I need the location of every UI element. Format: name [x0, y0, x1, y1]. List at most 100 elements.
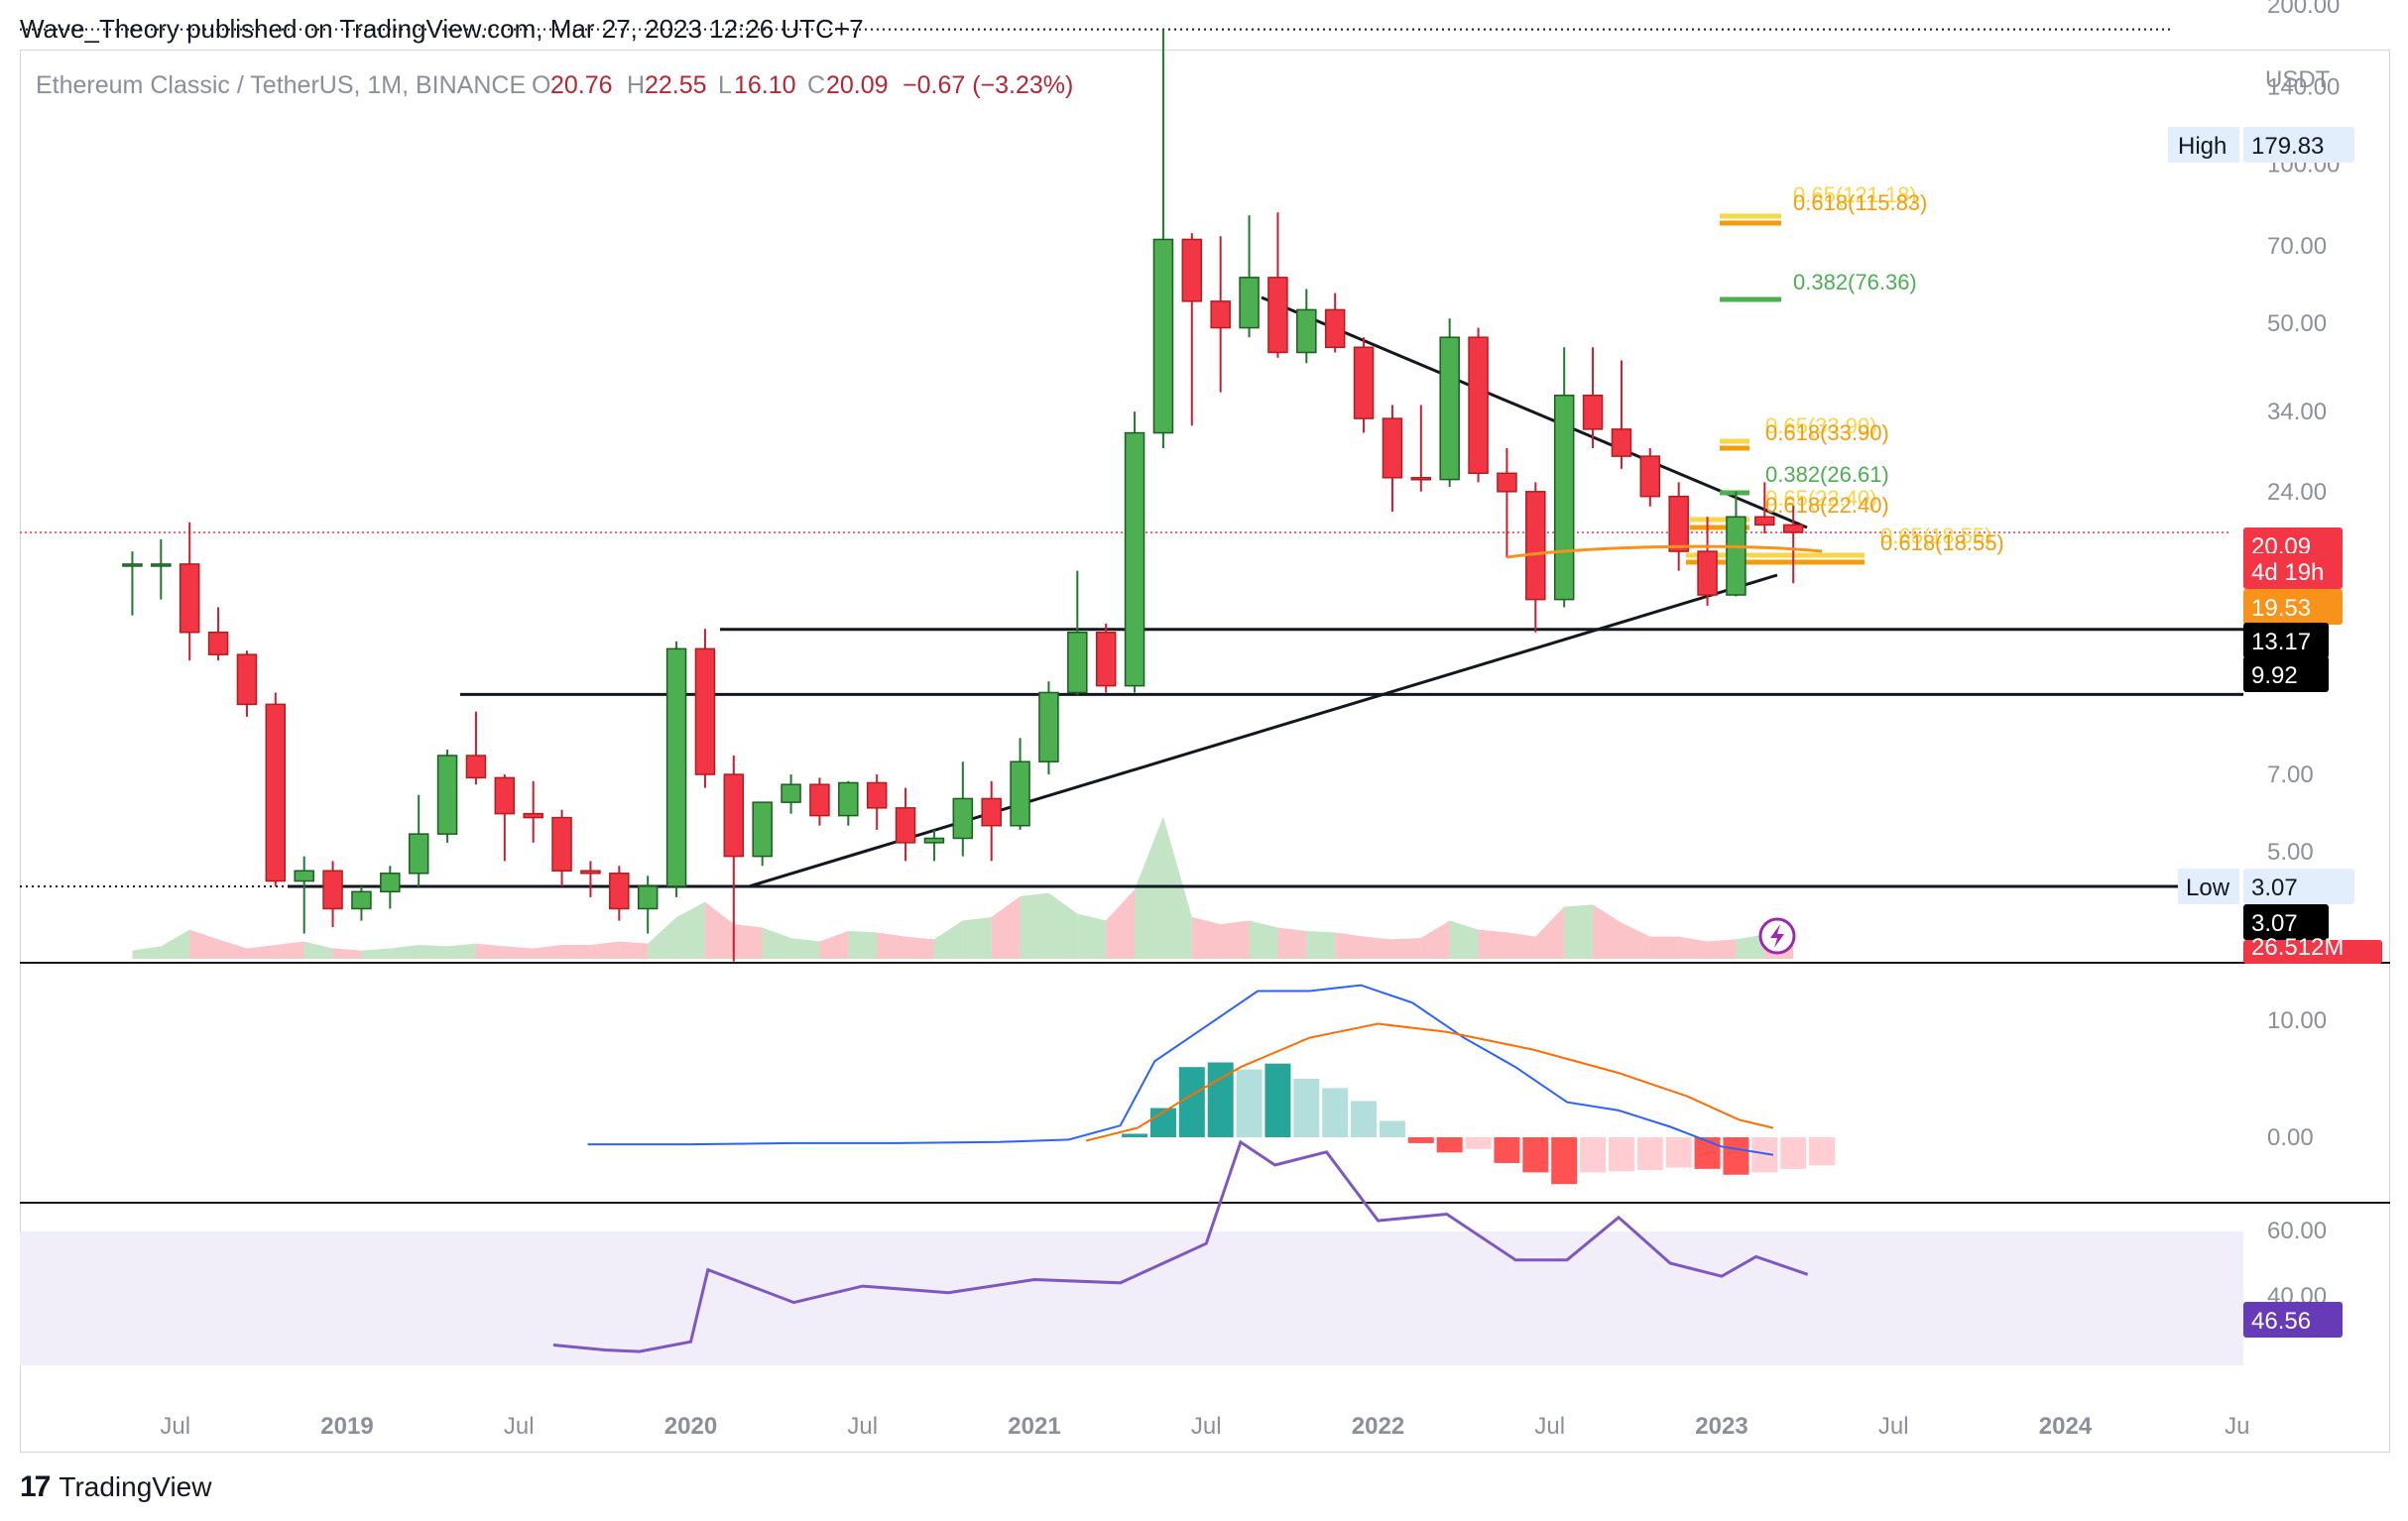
level-992-tag: 9.92 [2251, 662, 2298, 689]
fib-label: 0.382(76.36) [1793, 270, 1917, 294]
fib-label: 0.65(121.18) [1793, 182, 1917, 207]
low-label: L [718, 71, 732, 99]
time-tick-label: Jul [160, 1413, 190, 1440]
volume-area-segment [590, 941, 620, 959]
candles-layer[interactable] [122, 29, 1804, 962]
fib-label: 0.618(22.40) [1765, 493, 1889, 518]
candle-body [465, 755, 487, 779]
macd-histogram-bar [1407, 1137, 1434, 1143]
candle-body [752, 801, 773, 858]
time-tick-label: Jul [847, 1413, 878, 1440]
candle-body [1353, 346, 1375, 419]
volume-area-segment [161, 929, 190, 959]
candle-body [866, 781, 888, 809]
fib-label: 0.65(22.40) [1765, 486, 1877, 511]
descending-trendline [1261, 295, 1808, 529]
candle-body [1152, 238, 1174, 434]
candle-body [1095, 631, 1117, 687]
rsi-value-tag-bg [2243, 1302, 2343, 1338]
volume-area-segment [533, 945, 562, 959]
macd-histogram-bar [1436, 1137, 1463, 1153]
candle-body [1782, 524, 1804, 533]
volume-tag-bg [2243, 940, 2382, 964]
high-value: 22.55 [645, 71, 707, 99]
price-tick-label: 5.00 [2267, 839, 2314, 866]
low-value: 16.10 [734, 71, 796, 99]
change-value: −0.67 (−3.23%) [903, 71, 1073, 99]
macd-line [587, 984, 1774, 1156]
volume-area-segment [1335, 932, 1365, 959]
macd-histogram-bar [1636, 1137, 1663, 1171]
chart-frame[interactable] [20, 50, 2390, 1453]
volume-area-segment [132, 946, 162, 959]
volume-area-segment [1277, 927, 1307, 959]
volume-area-segment [447, 943, 476, 959]
volume-area-segment [648, 917, 677, 959]
time-tick-label: Jul [1878, 1413, 1909, 1440]
candle-body [609, 873, 630, 910]
rsi-line [552, 1139, 1809, 1353]
candle-body [551, 816, 572, 873]
ema-price-tag: 19.53 [2251, 595, 2311, 622]
open-label: O [532, 71, 550, 99]
lightning-icon[interactable] [1758, 917, 1796, 955]
brand-name: TradingView [59, 1471, 212, 1502]
candle-body [294, 870, 314, 882]
volume-area-segment [1707, 939, 1737, 959]
candle-body [1697, 550, 1718, 596]
candle-body [838, 781, 859, 817]
countdown-tag-bg [2243, 553, 2343, 589]
time-tick-label: Ju [2225, 1413, 2249, 1440]
fib-label: 0.618(18.55) [1880, 530, 2004, 555]
candle-body [1181, 238, 1203, 302]
price-tick-label: 200.00 [2267, 0, 2340, 19]
footer-brand[interactable]: 17 TradingView [20, 1467, 211, 1507]
candle-body [1210, 300, 1231, 329]
price-tick-label: 50.00 [2267, 310, 2327, 337]
low-label-bg [2178, 869, 2239, 904]
low-value-tag-bg [2243, 869, 2354, 904]
symbol-title[interactable]: Ethereum Classic / TetherUS, 1M, BINANCE [36, 71, 526, 99]
candle-body [1324, 308, 1346, 349]
fib-label: 0.618(115.83) [1793, 190, 1927, 215]
volume-area-segment [877, 932, 906, 959]
candle-body [694, 647, 716, 775]
macd-histogram-bar [1379, 1120, 1405, 1137]
price-tick-label: 70.00 [2267, 233, 2327, 260]
candle-body [895, 807, 916, 844]
time-tick-label: 2023 [1695, 1413, 1747, 1440]
volume-area-segment [1736, 934, 1765, 959]
countdown-tag: 4d 19h [2251, 559, 2324, 586]
candle-body [981, 797, 1002, 827]
ema-price-tag-bg [2243, 589, 2343, 625]
macd-histogram-bar [1494, 1137, 1520, 1163]
volume-area-segment [1621, 922, 1650, 959]
rsi-value-tag: 46.56 [2251, 1308, 2311, 1335]
time-tick-label: 2019 [320, 1413, 373, 1440]
time-axis: Jul 2019 Jul 2020 Jul 2021 Jul 2022 Jul 2023 Jul 20… [160, 1413, 2249, 1440]
volume-area-segment [303, 941, 333, 959]
high-label: H [627, 71, 645, 99]
ascending-trendline [748, 573, 1778, 888]
tradingview-logo-icon: 17 [20, 1470, 51, 1503]
candle-body [1468, 336, 1489, 475]
price-tick-label: 7.00 [2267, 761, 2314, 788]
macd-histogram-bar [1264, 1063, 1291, 1137]
candle-body [1124, 431, 1145, 687]
fib-label: 0.382(26.61) [1765, 462, 1889, 487]
volume-area-segment [1420, 920, 1450, 959]
price-tick-label: 24.00 [2267, 479, 2327, 506]
high-value-tag: 179.83 [2251, 133, 2324, 160]
macd-tick-label: 10.00 [2267, 1007, 2327, 1034]
macd-histogram-bar [1522, 1137, 1549, 1173]
high-value-tag-bg [2243, 127, 2354, 163]
volume-area-segment [933, 920, 963, 959]
volume-area-segment [1191, 917, 1221, 959]
candle-body [1067, 631, 1088, 694]
macd-histogram-bar [1665, 1137, 1692, 1168]
volume-area-segment [762, 927, 791, 959]
candle-body [781, 783, 801, 803]
ema-layer [1506, 544, 1823, 559]
